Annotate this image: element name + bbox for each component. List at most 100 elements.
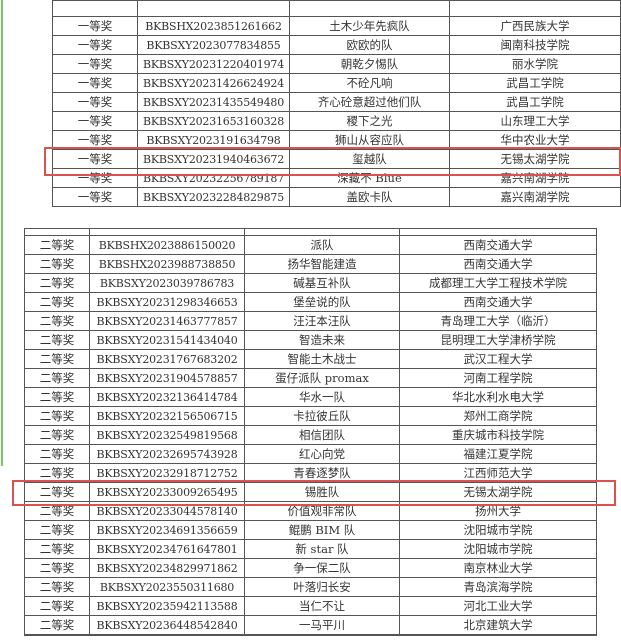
table-row: 一等奖 BKBSXY2023191634798 狮山从容应队 华中农业大学	[52, 130, 621, 150]
table-row: 二等奖 BKBSHX2023886150020 派队 西南交通大学	[24, 235, 597, 255]
team-name-cell: 堡垒说的队	[244, 292, 400, 312]
table-row: 一等奖 BKBSXY20231426624924 不砼凡响 武昌工学院	[52, 73, 621, 93]
partial-cell	[399, 228, 597, 236]
team-code-cell: BKBSXY20231653160328	[137, 111, 290, 131]
table-row: 二等奖 BKBSXY20231767683202 智能土木战士 武汉工程大学	[24, 349, 597, 369]
table-row: 二等奖 BKBSXY20233044578140 价值观非常队 扬州大学	[24, 501, 597, 521]
team-name-cell: 稷下之光	[289, 111, 450, 131]
table-row: 二等奖 BKBSXY20236448542840 一马平川 北京建筑大学	[24, 615, 597, 636]
team-name-cell: 当仁不让	[244, 596, 400, 616]
award-level-cell: 二等奖	[24, 349, 90, 369]
partial-cell	[244, 228, 400, 236]
school-cell: 重庆城市科技学院	[399, 425, 597, 445]
team-code-cell: BKBSXY20232256789187	[137, 168, 290, 188]
school-cell: 北京建筑大学	[399, 615, 597, 636]
school-cell: 沈阳城市学院	[399, 520, 597, 540]
award-level-cell: 一等奖	[52, 92, 138, 112]
team-code-cell: BKBSXY20232284829875	[137, 187, 290, 207]
partial-cell	[24, 228, 90, 236]
team-code-cell: BKBSXY2023077834855	[137, 35, 290, 55]
table-row: 一等奖 BKBSXY20231220401974 朝乾夕惕队 丽水学院	[52, 54, 621, 74]
award-level-cell: 一等奖	[52, 73, 138, 93]
award-level-cell: 一等奖	[52, 54, 138, 74]
award-level-cell: 二等奖	[24, 463, 90, 483]
team-code-cell: BKBSXY20234761647801	[89, 539, 245, 559]
table-row: 二等奖 BKBSXY20231541434040 智造未来 昆明理工大学津桥学院	[24, 330, 597, 350]
team-code-cell: BKBSHX2023886150020	[89, 235, 245, 255]
team-code-cell: BKBSXY20231541434040	[89, 330, 245, 350]
team-name-cell: 土木少年先疯队	[289, 16, 450, 36]
team-name-cell: 青春逐梦队	[244, 463, 400, 483]
table-row: 二等奖 BKBSXY20231463777857 汪汪本汪队 青岛理工大学（临沂）	[24, 311, 597, 331]
school-cell: 华北水利水电大学	[399, 387, 597, 407]
table-row: 二等奖 BKBSXY20234691356659 鲲鹏 BIM 队沈阳城市学院	[24, 520, 597, 540]
team-name-cell: 深藏不 Blue	[289, 168, 450, 188]
team-code-cell: BKBSHX2023988738850	[89, 254, 245, 274]
table-row-partial	[24, 228, 597, 236]
award-level-cell: 一等奖	[52, 16, 138, 36]
team-name-cell: 智能土木战士	[244, 349, 400, 369]
school-cell: 成都理工大学工程技术学院	[399, 273, 597, 293]
school-cell: 青岛理工大学（临沂）	[399, 311, 597, 331]
table-row: 二等奖 BKBSXY2023550311680 叶落归长安 青岛滨海学院	[24, 577, 597, 597]
table-row-partial	[52, 0, 621, 17]
table-row: 二等奖 BKBSXY20231298346653 堡垒说的队 西南交通大学	[24, 292, 597, 312]
award-level-cell: 二等奖	[24, 482, 90, 502]
team-code-cell: BKBSXY20234829971862	[89, 558, 245, 578]
partial-cell	[289, 0, 450, 17]
first-prize-table: 一等奖 BKBSHX2023851261662 土木少年先疯队 广西民族大学 一等奖 BK…	[52, 0, 621, 207]
team-name-cell: 卡拉彼丘队	[244, 406, 400, 426]
award-level-cell: 二等奖	[24, 254, 90, 274]
partial-cell	[52, 0, 138, 17]
team-name-cell: 相信团队	[244, 425, 400, 445]
award-level-cell: 一等奖	[52, 111, 138, 131]
school-cell: 武昌工学院	[449, 92, 621, 112]
award-level-cell: 二等奖	[24, 444, 90, 464]
table-row: 二等奖 BKBSXY20232549819568 相信团队 重庆城市科技学院	[24, 425, 597, 445]
school-cell: 郑州工商学院	[399, 406, 597, 426]
award-level-cell: 一等奖	[52, 187, 138, 207]
table-row: 二等奖 BKBSXY20235942113588 当仁不让 河北工业大学	[24, 596, 597, 616]
team-code-cell: BKBSXY20231220401974	[137, 54, 290, 74]
school-cell: 沈阳城市学院	[399, 539, 597, 559]
team-name-cell: 华水一队	[244, 387, 400, 407]
table-row: 二等奖 BKBSHX2023988738850 扬华智能建造 西南交通大学	[24, 254, 597, 274]
team-name-cell: 红心向党	[244, 444, 400, 464]
team-code-cell: BKBSXY20234691356659	[89, 520, 245, 540]
team-name-cell: 叶落归长安	[244, 577, 400, 597]
team-code-cell: BKBSXY20235942113588	[89, 596, 245, 616]
award-level-cell: 二等奖	[24, 368, 90, 388]
award-level-cell: 二等奖	[24, 615, 90, 636]
team-code-cell: BKBSXY20231298346653	[89, 292, 245, 312]
team-name-cell: 智造未来	[244, 330, 400, 350]
school-cell: 广西民族大学	[449, 16, 621, 36]
school-cell: 嘉兴南湖学院	[449, 187, 621, 207]
partial-cell	[89, 228, 245, 236]
team-name-cell: 齐心砼意超过他们队	[289, 92, 450, 112]
team-name-cell: 碱基互补队	[244, 273, 400, 293]
team-code-cell: BKBSXY2023039786783	[89, 273, 245, 293]
award-level-cell: 一等奖	[52, 130, 138, 150]
team-name-cell: 一马平川	[244, 615, 400, 636]
school-cell: 江西师范大学	[399, 463, 597, 483]
team-name-cell: 新 star 队	[244, 539, 400, 559]
table-row: 二等奖 BKBSXY20234761647801 新 star 队沈阳城市学院	[24, 539, 597, 559]
award-level-cell: 二等奖	[24, 539, 90, 559]
partial-cell	[449, 0, 621, 17]
award-level-cell: 一等奖	[52, 149, 138, 169]
table-row: 二等奖 BKBSXY20232695743928 红心向党 福建江夏学院	[24, 444, 597, 464]
school-cell: 青岛滨海学院	[399, 577, 597, 597]
team-code-cell: BKBSXY20233044578140	[89, 501, 245, 521]
award-level-cell: 一等奖	[52, 35, 138, 55]
team-code-cell: BKBSXY20231435549480	[137, 92, 290, 112]
team-name-cell: 价值观非常队	[244, 501, 400, 521]
team-name-cell: 玺越队	[289, 149, 450, 169]
team-name-cell: 扬华智能建造	[244, 254, 400, 274]
team-code-cell: BKBSXY2023550311680	[89, 577, 245, 597]
award-level-cell: 二等奖	[24, 520, 90, 540]
team-code-cell: BKBSXY20231904578857	[89, 368, 245, 388]
school-cell: 河南工程学院	[399, 368, 597, 388]
team-code-cell: BKBSHX2023851261662	[137, 16, 290, 36]
school-cell: 西南交通大学	[399, 292, 597, 312]
team-name-cell: 汪汪本汪队	[244, 311, 400, 331]
